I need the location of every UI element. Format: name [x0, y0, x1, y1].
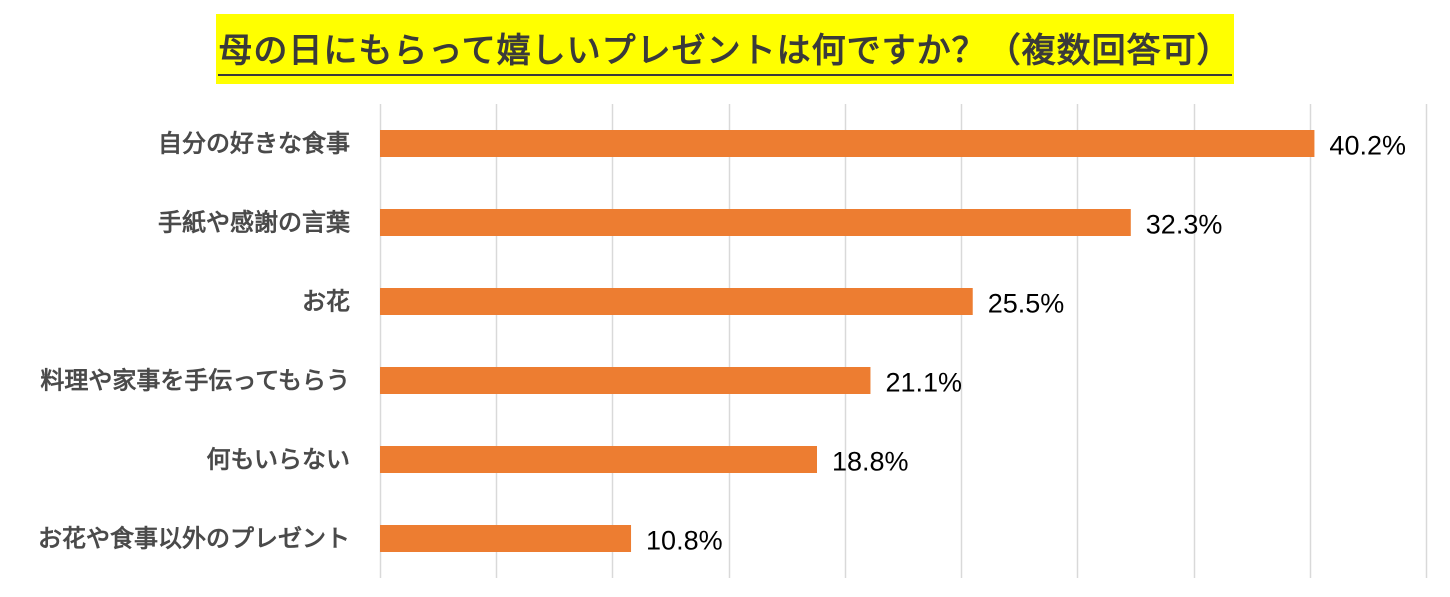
chart-title: 母の日にもらって嬉しいプレゼントは何ですか？（複数回答可）: [218, 23, 1232, 76]
category-label-0: 自分の好きな食事: [158, 130, 350, 158]
bar-0: [380, 130, 1315, 157]
bar-3: [380, 367, 871, 394]
value-label-4: 18.8%: [832, 447, 909, 477]
value-labels: 40.2% 32.3% 25.5% 21.1% 18.8% 10.8%: [646, 131, 1406, 556]
category-label-1: 手紙や感謝の言葉: [158, 209, 351, 237]
bar-5: [380, 525, 632, 552]
bar-4: [380, 446, 817, 473]
bars: [380, 130, 1315, 552]
value-label-0: 40.2%: [1329, 131, 1406, 161]
value-label-3: 21.1%: [885, 368, 962, 398]
category-label-3: 料理や家事を手伝ってもらう: [40, 367, 350, 395]
value-label-5: 10.8%: [646, 526, 723, 556]
category-labels: 自分の好きな食事手紙や感謝の言葉お花料理や家事を手伝ってもらう何もいらないお花や…: [38, 130, 351, 553]
value-label-2: 25.5%: [988, 289, 1065, 319]
bar-2: [380, 288, 973, 315]
bar-1: [380, 209, 1131, 236]
grid-lines: [379, 104, 1428, 578]
value-label-1: 32.3%: [1146, 210, 1223, 240]
category-label-4: 何もいらない: [206, 446, 350, 474]
category-label-2: お花: [302, 288, 350, 316]
category-label-5: お花や食事以外のプレゼント: [38, 525, 350, 553]
chart-title-box: 母の日にもらって嬉しいプレゼントは何ですか？（複数回答可）: [216, 14, 1234, 84]
